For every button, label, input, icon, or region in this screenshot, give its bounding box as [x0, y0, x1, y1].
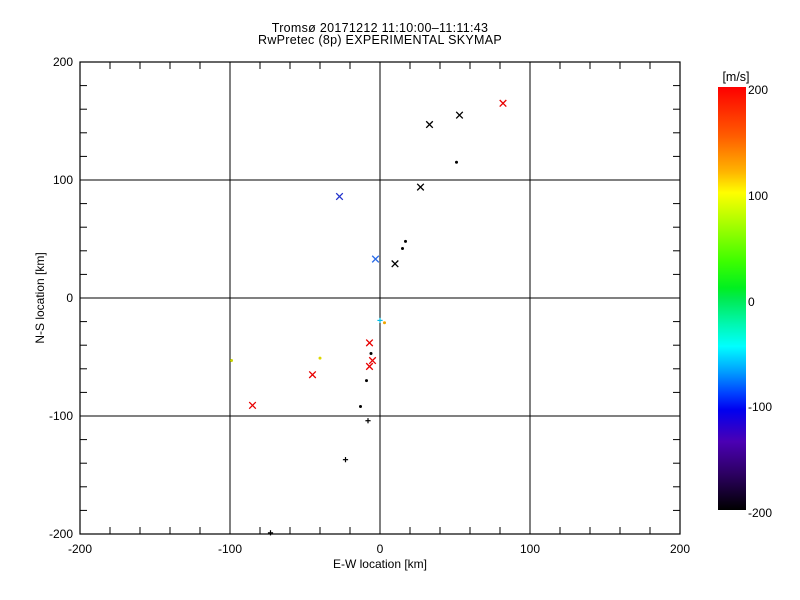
x-tick-label: 100: [519, 542, 541, 556]
colorbar-tick-label: 200: [748, 83, 769, 97]
data-point-x: [391, 260, 399, 268]
data-point-x: [416, 183, 425, 191]
data-point-dot: [230, 359, 233, 363]
colorbar-tick-label: 100: [748, 188, 769, 203]
x-tick-label: 0: [376, 542, 384, 556]
x-axis-label: E-W location [km]: [332, 557, 428, 571]
data-point-dot: [455, 160, 458, 164]
data-point-x: [455, 111, 464, 119]
x-tick-label: 200: [669, 542, 691, 556]
data-point-x: [425, 120, 434, 129]
data-point-x: [308, 370, 317, 379]
y-tick-label: 100: [52, 173, 73, 187]
plot-subtitle: RwPretec (8p) EXPERIMENTAL SKYMAP: [258, 33, 502, 47]
data-point-dot: [365, 379, 368, 383]
data-point-x: [365, 339, 374, 347]
data-point-dot: [383, 321, 386, 325]
plot-title: Tromsø 20171212 11:10:00–11:11:43: [271, 21, 489, 35]
plot-border: [79, 61, 681, 535]
x-tick-label: -100: [217, 542, 243, 556]
data-point-x: [365, 362, 374, 371]
data-point-dot: [401, 246, 404, 250]
y-tick-label: 200: [52, 55, 73, 69]
data-point-x: [335, 192, 344, 201]
x-tick-label: -200: [67, 542, 93, 556]
colorbar-tick-label: -200: [748, 506, 773, 520]
data-point-x: [371, 255, 380, 263]
data-point-x: [368, 356, 377, 365]
data-point-dot: [359, 405, 362, 409]
colorbar-unit-label: [m/s]: [722, 70, 750, 84]
y-tick-label: 0: [66, 291, 73, 305]
y-tick-label: -200: [48, 527, 73, 541]
y-axis-label: N-S location [km]: [33, 252, 47, 344]
data-point-dot: [404, 239, 407, 243]
data-point-x: [499, 99, 507, 108]
data-point-dot: [369, 351, 373, 355]
colorbar-tick-label: -100: [748, 400, 773, 415]
colorbar-tick-label: 0: [748, 294, 755, 309]
data-point-x: [248, 401, 257, 410]
data-point-dot: [318, 356, 322, 360]
colorbar: [718, 87, 746, 510]
y-tick-label: -100: [48, 409, 73, 423]
